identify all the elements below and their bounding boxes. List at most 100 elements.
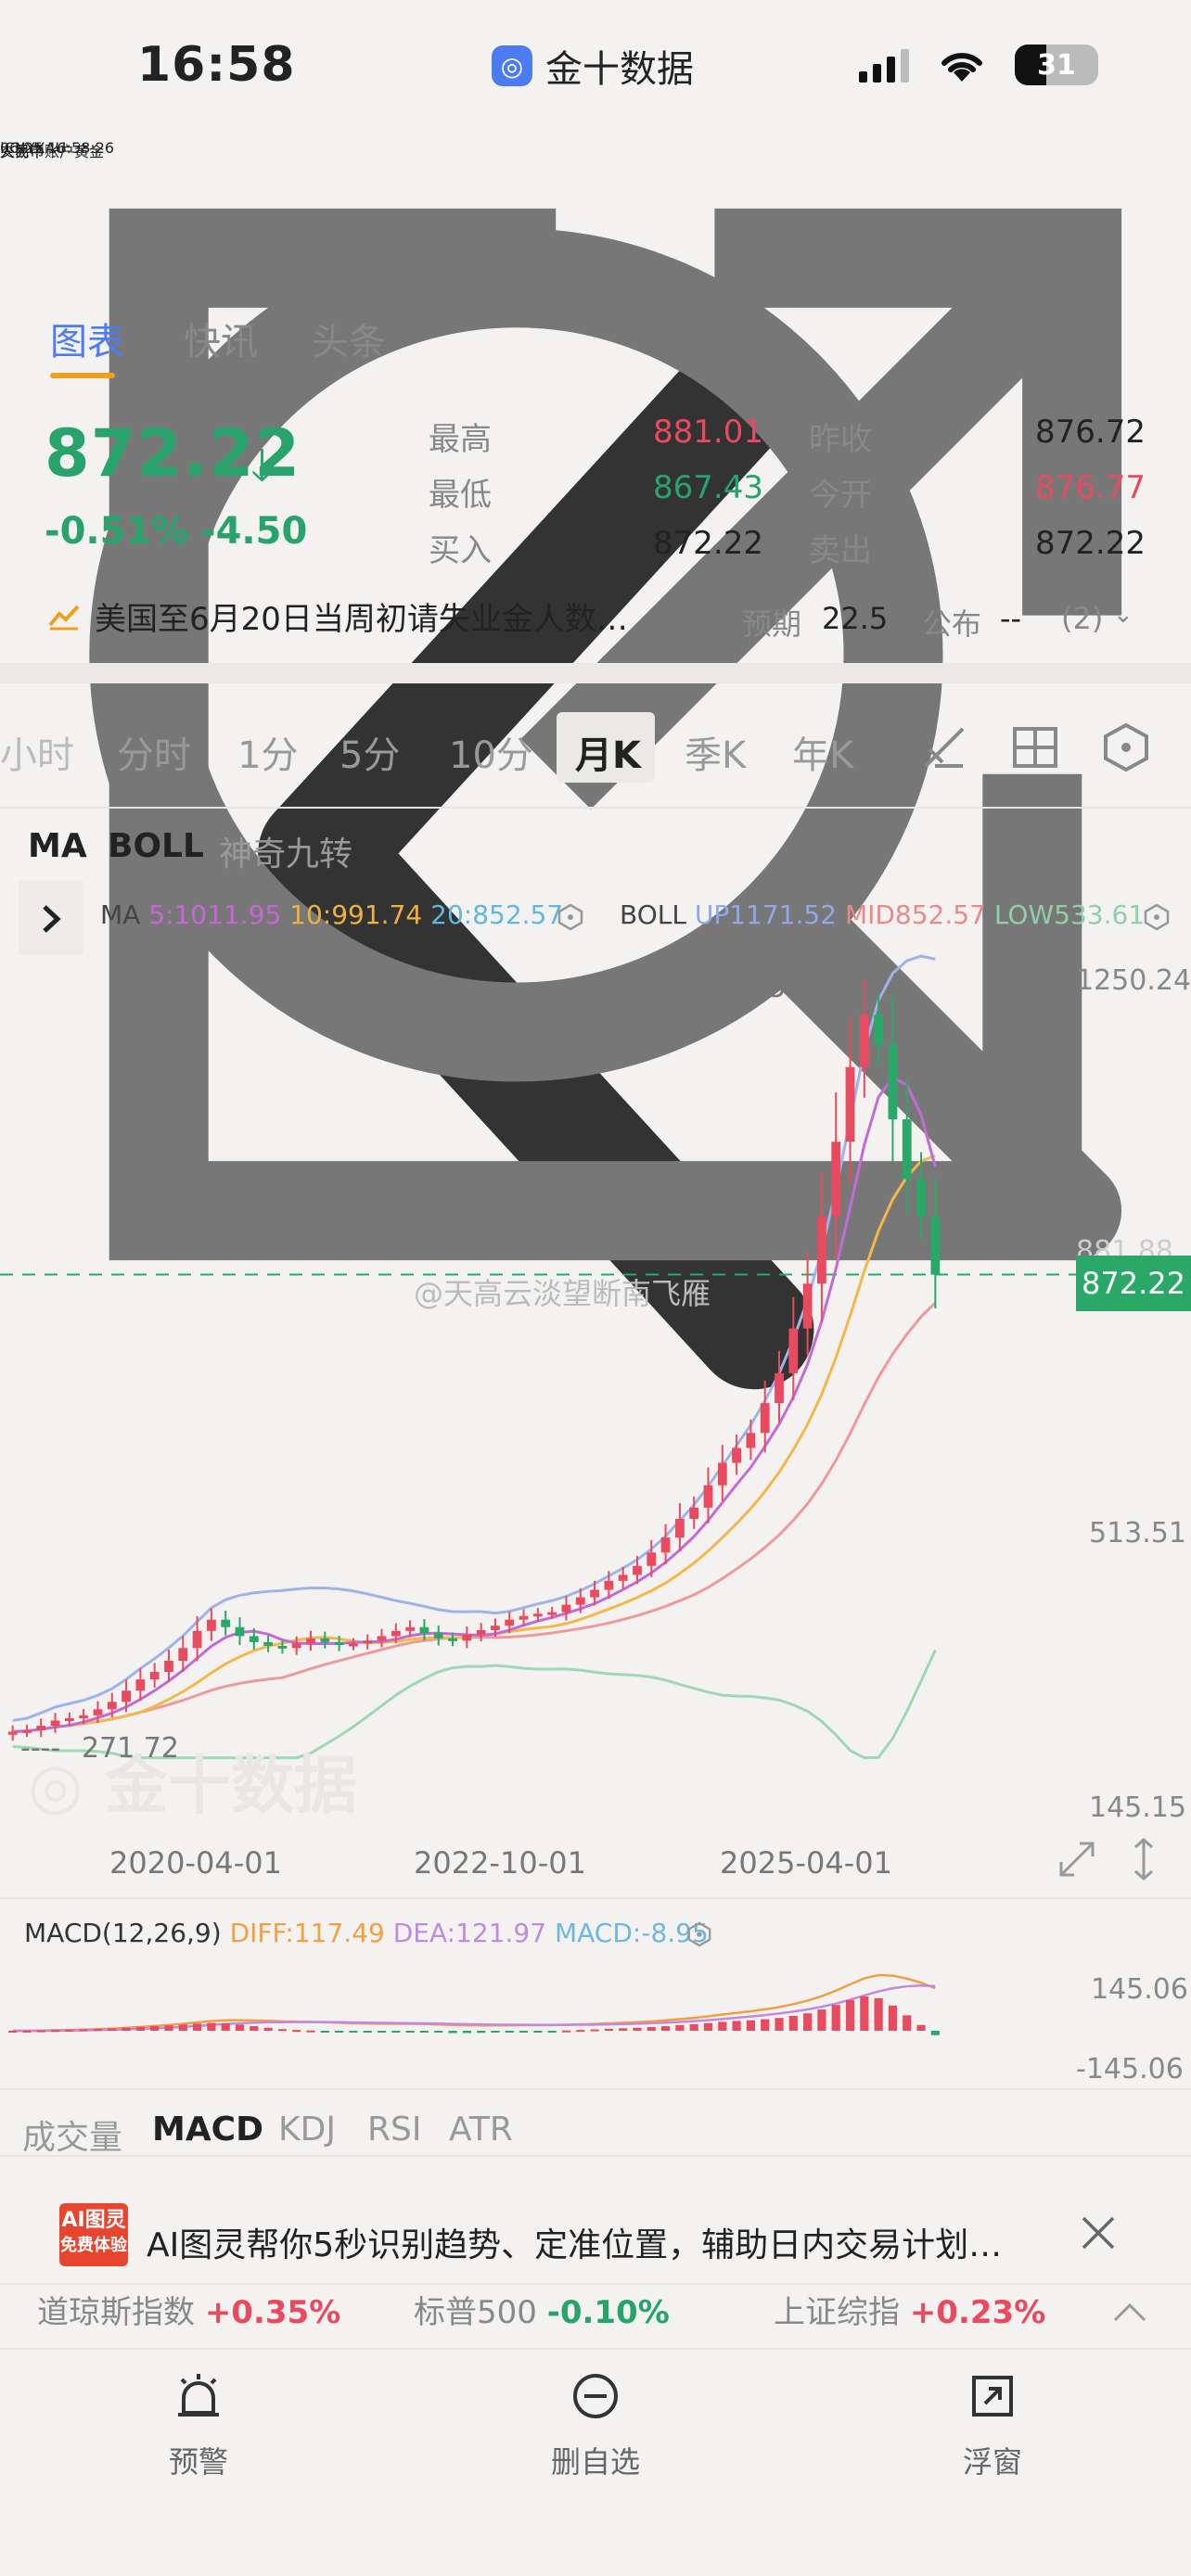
candle-body bbox=[249, 1636, 259, 1642]
tab-flash-news[interactable]: 快讯 bbox=[184, 321, 258, 363]
calendar-news[interactable]: 美国至6月20日当周初请失业金人数… bbox=[48, 593, 628, 639]
chevron-up-icon[interactable] bbox=[1111, 2294, 1148, 2331]
nav-alert[interactable]: 预警 bbox=[124, 2370, 273, 2481]
macd-histogram-bar bbox=[79, 2029, 88, 2032]
nav-label: 预警 bbox=[168, 2444, 228, 2480]
subtab-atr[interactable]: ATR bbox=[449, 2111, 513, 2149]
macd-histogram-bar bbox=[703, 2022, 713, 2031]
candle-body bbox=[532, 1613, 543, 1617]
macd-histogram-bar bbox=[277, 2029, 287, 2032]
macd-histogram-bar bbox=[462, 2031, 471, 2034]
indicator-boll[interactable]: BOLL bbox=[108, 827, 204, 865]
quote-label: 今开 bbox=[809, 477, 872, 514]
macd-histogram-bar bbox=[405, 2031, 415, 2033]
high-marker: 1250.24 bbox=[733, 972, 849, 1004]
ticker-item[interactable]: 道琼斯指数 +0.35% bbox=[37, 2287, 340, 2332]
divider bbox=[0, 2155, 1191, 2157]
quote-value: 876.77 bbox=[1035, 469, 1146, 506]
candle-body bbox=[433, 1633, 443, 1639]
period-quarter[interactable]: 季K bbox=[685, 734, 747, 777]
period-hour[interactable]: 小时 bbox=[0, 734, 74, 777]
subtab-macd[interactable]: MACD bbox=[152, 2111, 263, 2149]
macd-value: MACD:-8.95 bbox=[554, 1918, 709, 1948]
chevron-right-icon[interactable] bbox=[37, 903, 65, 935]
watermark-text: @天高云淡望断南飞雁 bbox=[414, 1276, 711, 1311]
macd-histogram-bar bbox=[845, 1999, 855, 2031]
settings-hex-icon[interactable] bbox=[686, 1921, 712, 1947]
macd-legend: MACD(12,26,9) DIFF:117.49 DEA:121.97 MAC… bbox=[24, 1918, 709, 1948]
ticker-name: 上证综指 bbox=[774, 2294, 900, 2331]
settings-hex-icon[interactable] bbox=[1100, 721, 1152, 773]
draw-tool-icon[interactable] bbox=[918, 721, 970, 773]
expand-icon[interactable] bbox=[1057, 1840, 1096, 1879]
macd-histogram-bar bbox=[661, 2026, 671, 2031]
subtab-kdj[interactable]: KDJ bbox=[278, 2111, 336, 2149]
candle-body bbox=[334, 1641, 344, 1646]
symbol-code[interactable]: ICNYXAU bbox=[0, 139, 67, 157]
period-year[interactable]: 年K bbox=[792, 734, 854, 777]
ticker-item[interactable]: 上证综指 +0.23% bbox=[774, 2287, 1045, 2332]
legend-toggle[interactable] bbox=[19, 881, 83, 955]
nav-remove-watchlist[interactable]: 删自选 bbox=[521, 2370, 670, 2481]
tab-chart[interactable]: 图表 bbox=[50, 321, 124, 363]
subtab-volume[interactable]: 成交量 bbox=[22, 2119, 123, 2157]
share-external-icon[interactable] bbox=[0, 139, 1191, 1330]
ai-badge[interactable]: AI图灵 免费体验 bbox=[59, 2203, 128, 2266]
indicator-ma[interactable]: MA bbox=[28, 827, 87, 865]
layout-grid-icon[interactable] bbox=[1011, 723, 1059, 772]
candle-body bbox=[802, 1283, 813, 1329]
macd-histogram-bar bbox=[519, 2031, 529, 2033]
status-app[interactable]: ◎ 金十数据 bbox=[492, 39, 694, 93]
status-badge: 交易中 bbox=[0, 143, 45, 160]
ai-banner-text[interactable]: AI图灵帮你5秒识别趋势、定准位置，辅助日内交易计划… bbox=[147, 2226, 1003, 2264]
candle-body bbox=[788, 1328, 799, 1373]
candle-body bbox=[178, 1648, 188, 1661]
tab-headlines[interactable]: 头条 bbox=[312, 321, 386, 363]
macd-histogram-bar bbox=[817, 2009, 826, 2031]
macd-histogram-bar bbox=[419, 2031, 429, 2033]
forecast-value: 22.5 bbox=[822, 601, 889, 636]
period-5min[interactable]: 5分 bbox=[339, 734, 401, 777]
candle-body bbox=[405, 1626, 416, 1631]
subtab-rsi[interactable]: RSI bbox=[367, 2111, 422, 2149]
settings-hex-icon[interactable] bbox=[557, 903, 584, 931]
candle-body bbox=[122, 1690, 131, 1702]
close-icon[interactable] bbox=[1078, 2213, 1119, 2253]
vertical-scale-icon[interactable] bbox=[1130, 1836, 1158, 1882]
candle-body bbox=[575, 1597, 585, 1605]
candle-body bbox=[135, 1679, 146, 1691]
macd-dea: DEA:121.97 bbox=[392, 1918, 547, 1948]
down-arrow-icon: 🡓 bbox=[250, 440, 274, 491]
candle-body bbox=[775, 1372, 784, 1404]
candle-body bbox=[391, 1630, 401, 1637]
macd-histogram-bar bbox=[888, 2005, 898, 2031]
remove-circle-icon bbox=[573, 2374, 618, 2418]
quote-value: 881.01 bbox=[653, 414, 763, 451]
indicator-magic-nine[interactable]: 神奇九转 bbox=[219, 835, 353, 874]
ma20-value: 20:852.57 bbox=[430, 899, 564, 930]
settings-hex-icon[interactable] bbox=[1143, 903, 1171, 931]
period-timeline[interactable]: 分时 bbox=[117, 734, 191, 777]
candle-body bbox=[64, 1718, 74, 1722]
candlestick-chart[interactable] bbox=[0, 937, 1191, 1827]
macd-histogram-bar bbox=[320, 2031, 329, 2033]
x-axis-label: 2025-04-01 bbox=[720, 1845, 892, 1881]
period-month[interactable]: 月K bbox=[575, 734, 641, 777]
candle-body bbox=[817, 1216, 826, 1284]
quote-label: 买入 bbox=[429, 532, 492, 569]
macd-histogram-bar bbox=[547, 2031, 557, 2033]
candle-body bbox=[192, 1630, 202, 1649]
macd-histogram-bar bbox=[250, 2026, 259, 2031]
candle-body bbox=[164, 1660, 173, 1673]
chevron-down-icon[interactable]: ⌄ bbox=[1113, 601, 1133, 629]
publish-label: 公布 bbox=[922, 606, 982, 642]
candle-body bbox=[291, 1643, 301, 1649]
macd-histogram-bar bbox=[207, 2022, 216, 2031]
macd-histogram-bar bbox=[732, 2021, 741, 2031]
macd-histogram-bar bbox=[647, 2027, 656, 2031]
period-10min[interactable]: 10分 bbox=[449, 734, 533, 777]
ticker-item[interactable]: 标普500 -0.10% bbox=[414, 2287, 670, 2332]
period-1min[interactable]: 1分 bbox=[237, 734, 299, 777]
candle-body bbox=[93, 1709, 103, 1715]
nav-float-window[interactable]: 浮窗 bbox=[918, 2370, 1067, 2481]
